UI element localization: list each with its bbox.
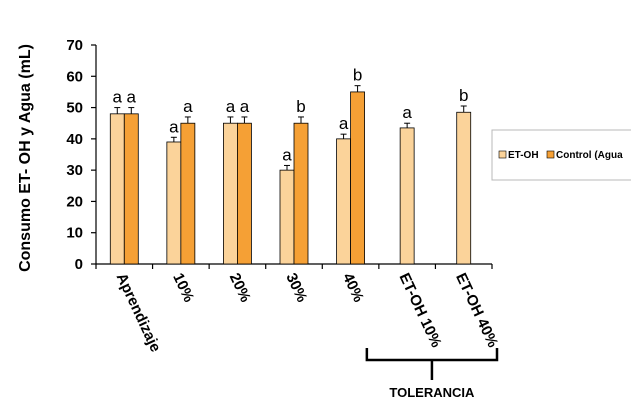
bar	[350, 91, 365, 265]
x-tick-label: 20%	[226, 271, 254, 305]
bar	[123, 113, 139, 265]
significance-label: a	[402, 103, 412, 122]
bar	[456, 111, 472, 265]
y-axis: 0 10 20 30 40 50 60 70	[66, 37, 97, 273]
bar	[399, 127, 415, 265]
bracket-line	[365, 348, 499, 362]
x-tick-label: 30%	[282, 271, 310, 305]
bar	[180, 122, 196, 265]
x-tick-label: ET-OH 40%	[452, 271, 501, 351]
y-tick-label: 50	[66, 100, 83, 117]
significance-label: a	[113, 88, 123, 107]
y-tick-label: 10	[66, 225, 83, 242]
legend-swatch	[546, 150, 555, 159]
bar	[336, 138, 351, 265]
bar	[223, 122, 238, 265]
significance-label: a	[127, 88, 137, 107]
bar	[237, 122, 252, 265]
y-tick-label: 20	[66, 193, 83, 210]
x-axis: Aprendizaje 10% 20% 30% 40% ET-OH 10% ET-OH 40…	[95, 263, 501, 355]
tolerancia-bracket: TOLERANCIA	[365, 348, 499, 400]
legend: ET-OH Control (Agua	[491, 129, 631, 181]
bar	[279, 169, 295, 265]
y-tick-label: 0	[75, 256, 83, 273]
y-tick-label: 60	[66, 68, 83, 85]
significance-label: b	[353, 66, 362, 85]
bar	[293, 122, 309, 265]
legend-label: ET-OH	[508, 150, 539, 161]
legend-box	[491, 129, 631, 181]
significance-label: a	[339, 114, 349, 133]
bar	[109, 113, 125, 265]
x-tick-label: 40%	[339, 271, 367, 305]
tolerancia-label: TOLERANCIA	[389, 385, 475, 400]
x-tick-label: 10%	[169, 271, 197, 305]
x-tick-label: Aprendizaje	[113, 271, 164, 355]
bar	[166, 141, 182, 265]
y-tick-label: 30	[66, 162, 83, 179]
significance-label: a	[183, 97, 193, 116]
significance-label: a	[169, 117, 179, 136]
y-axis-label: Consumo ET- OH y Agua (mL)	[17, 44, 34, 272]
x-tick-label: ET-OH 10%	[396, 271, 445, 351]
significance-label: a	[240, 97, 250, 116]
y-tick-label: 40	[66, 131, 83, 148]
y-tick-label: 70	[66, 37, 83, 54]
significance-label: a	[226, 97, 236, 116]
legend-label: Control (Agua	[556, 150, 623, 161]
significance-label: b	[459, 86, 468, 105]
significance-label: a	[282, 145, 292, 164]
legend-swatch	[498, 150, 507, 159]
significance-label: b	[296, 97, 305, 116]
